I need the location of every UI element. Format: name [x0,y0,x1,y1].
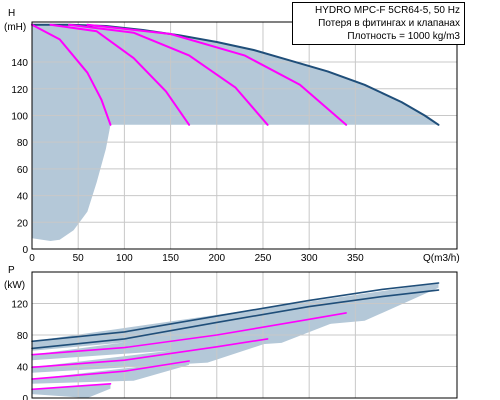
power-ylabel: P [8,265,15,276]
power-curve-speed [31,360,190,380]
head-ytick-label: 40 [17,192,29,203]
head-ylabel: H [8,8,15,19]
head-ytick-label: 20 [17,218,29,229]
head-ytick-label: 80 [17,138,29,149]
head-xtick-label: 200 [208,253,225,264]
power-curve-speed [31,382,112,391]
power-curve-speed [31,338,269,369]
head-ytick-label: 60 [17,165,29,176]
head-xtick-label: 150 [162,253,179,264]
annotation-density: Плотность = 1000 kg/m3 [347,31,460,42]
power-chart-shaded-area [32,283,439,398]
annotation-fittings-loss: Потеря в фитингах и клапанах [318,18,460,29]
head-chart-shaded-area [32,24,439,242]
head-chart-curves [31,23,440,126]
head-xlabel: Q(m3/h) [423,253,460,264]
head-yunit: (mH) [4,22,26,33]
power-ytick-label: 120 [11,300,28,311]
head-curve-speed [49,23,191,126]
head-curve-speed [68,23,269,126]
chart-info-box: HYDRO MPC-F 5CR64-5, 50 Hz Потеря в фити… [292,2,465,45]
chart-title: HYDRO MPC-F 5CR64-5, 50 Hz [314,5,460,16]
power-ytick-label: 80 [17,331,29,342]
head-xtick-label: 0 [29,253,35,264]
head-ytick-label: 0 [22,245,28,256]
head-ytick-label: 140 [11,58,28,69]
head-xtick-label: 300 [301,253,318,264]
power-chart-curves [31,282,440,391]
head-ytick-label: 120 [11,85,28,96]
power-operating-area [32,283,439,351]
power-yunit: (kW) [4,280,25,291]
power-curve-speed [31,312,347,356]
head-xtick-label: 350 [347,253,364,264]
head-xtick-label: 50 [73,253,85,264]
head-xtick-label: 100 [116,253,133,264]
head-chart-frame [31,21,458,250]
power-ytick-label: 40 [17,363,29,374]
power-operating-area [32,383,111,398]
head-xtick-label: 250 [255,253,272,264]
head-operating-area [32,24,439,242]
power-chart-frame [31,271,458,399]
power-curve-max [31,289,440,350]
head-chart-grid [31,22,457,250]
head-ytick-label: 100 [11,111,28,122]
head-curve-speed [86,23,348,126]
power-curve-max [31,282,440,343]
power-ytick-label: 0 [22,394,28,400]
head-curve-speed [31,23,112,126]
